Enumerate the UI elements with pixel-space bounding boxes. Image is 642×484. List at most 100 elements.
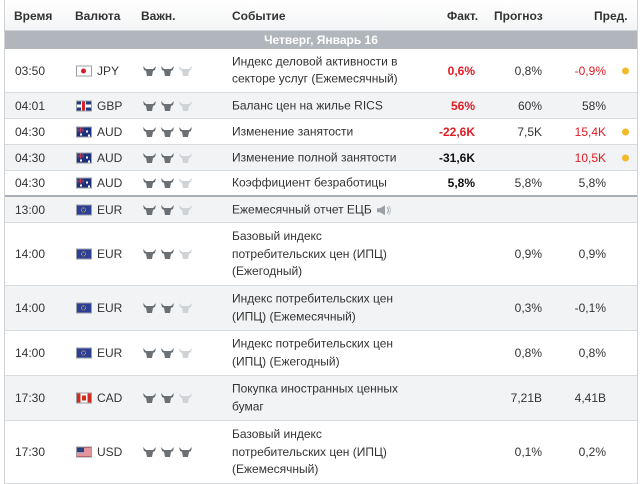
bull-icon	[161, 393, 174, 403]
col-event-header[interactable]: Событие	[232, 9, 286, 23]
bull-icon	[143, 393, 156, 403]
importance-rating	[142, 177, 193, 189]
bull-icon	[143, 65, 156, 76]
bull-icon	[179, 178, 192, 188]
event-title-text: Покупка иностранных ценных бумаг	[232, 381, 399, 414]
event-title-text: Базовый индекс потребительских цен (ИПЦ)…	[232, 426, 387, 476]
event-title[interactable]: Индекс деловой активности в секторе услу…	[232, 53, 412, 88]
flag-icon	[76, 65, 92, 76]
event-time: 14:00	[15, 247, 46, 261]
event-row[interactable]: 17:30 USD Базовый индекс потребительских ц…	[5, 421, 637, 484]
event-currency: EUR	[97, 247, 123, 261]
event-forecast: 7,5K	[517, 124, 542, 139]
event-row[interactable]: 13:00 EUR Ежемесячный отчет ЕЦБ	[5, 197, 637, 223]
bull-icon	[143, 126, 156, 137]
bull-icon	[143, 152, 156, 163]
bull-icon	[161, 65, 174, 76]
event-actual: -31,6K	[438, 150, 475, 165]
importance-rating	[142, 392, 193, 404]
col-time-header[interactable]: Время	[14, 9, 53, 23]
event-row[interactable]: 04:01 GBP Баланс цен на жилье RICS 56% 60% 58…	[5, 93, 637, 119]
economic-calendar-table: Время Валюта Важн. Событие Факт. Прогноз…	[4, 0, 638, 484]
event-forecast: 0,1%	[514, 445, 542, 459]
event-row[interactable]: 04:30 AUD Коэффициент безработицы 5,8% 5,8% 5…	[5, 171, 637, 197]
event-time: 04:30	[15, 150, 46, 165]
bull-icon	[161, 126, 174, 137]
event-time: 03:50	[15, 63, 46, 78]
flag-icon	[76, 100, 92, 111]
event-title[interactable]: Коэффициент безработицы	[232, 174, 412, 192]
event-row[interactable]: 14:00 EUR Индекс потребительских цен (ИПЦ)…	[5, 286, 637, 331]
event-previous: -0,1%	[574, 301, 606, 315]
event-title-text: Индекс потребительских цен (ИПЦ) (Ежемес…	[232, 291, 394, 324]
speaker-icon	[376, 204, 391, 215]
bull-icon	[143, 100, 156, 111]
event-title[interactable]: Баланс цен на жилье RICS	[232, 97, 412, 115]
event-title-text: Изменение полной занятости	[232, 149, 397, 164]
event-time: 13:00	[15, 202, 46, 217]
event-time: 04:01	[15, 98, 46, 113]
event-title-text: Коэффициент безработицы	[232, 175, 387, 190]
col-importance-header[interactable]: Важн.	[141, 9, 176, 23]
col-previous-header[interactable]: Пред.	[594, 9, 628, 23]
event-currency: CAD	[97, 391, 123, 405]
event-title[interactable]: Изменение полной занятости	[232, 149, 412, 167]
col-currency-header[interactable]: Валюта	[75, 9, 121, 23]
bull-icon	[179, 303, 192, 313]
event-time: 17:30	[15, 445, 46, 459]
event-title[interactable]: Ежемесячный отчет ЕЦБ	[232, 201, 412, 219]
importance-rating	[142, 248, 193, 260]
bull-icon	[161, 152, 174, 163]
event-actual: 5,8%	[447, 176, 475, 190]
event-row[interactable]: 14:00 EUR Базовый индекс потребительских ц…	[5, 223, 637, 286]
bull-icon	[179, 447, 192, 457]
bull-icon	[161, 178, 174, 188]
event-previous: 15,4K	[574, 124, 606, 139]
event-row[interactable]: 14:00 EUR Индекс потребительских цен (ИПЦ)…	[5, 331, 637, 376]
event-time: 17:30	[15, 391, 46, 405]
event-forecast: 0,8%	[514, 63, 542, 78]
event-title[interactable]: Базовый индекс потребительских цен (ИПЦ)…	[232, 426, 412, 479]
event-currency: GBP	[97, 98, 123, 113]
alert-dot-icon	[622, 128, 629, 135]
event-title[interactable]: Индекс потребительских цен (ИПЦ) (Ежемес…	[232, 291, 412, 326]
bull-icon	[143, 447, 156, 457]
event-actual: 56%	[450, 98, 475, 113]
bull-icon	[179, 348, 192, 358]
event-row[interactable]: 04:30 AUD Изменение полной занятости -31,6K…	[5, 145, 637, 171]
event-forecast: 5,8%	[514, 176, 542, 190]
event-previous: -0,9%	[574, 63, 606, 78]
event-title[interactable]: Индекс потребительских цен (ИПЦ) (Ежегод…	[232, 336, 412, 371]
col-forecast-header[interactable]: Прогноз	[494, 9, 543, 23]
bull-icon	[161, 303, 174, 313]
event-title[interactable]: Изменение занятости	[232, 123, 412, 141]
bull-icon	[143, 303, 156, 313]
flag-icon	[76, 446, 92, 458]
event-forecast: 0,8%	[514, 346, 542, 360]
flag-icon	[76, 152, 92, 163]
event-title[interactable]: Покупка иностранных ценных бумаг	[232, 381, 412, 416]
flag-icon	[76, 177, 92, 189]
alert-dot-icon	[622, 154, 629, 161]
event-previous: 0,8%	[578, 346, 606, 360]
bull-icon	[143, 348, 156, 358]
bull-icon	[179, 204, 192, 215]
flag-icon	[76, 392, 92, 404]
event-title-text: Изменение занятости	[232, 123, 354, 138]
event-row[interactable]: 17:30 CAD Покупка иностранных ценных бумаг…	[5, 376, 637, 421]
bull-icon	[179, 100, 192, 111]
event-title-text: Индекс потребительских цен (ИПЦ) (Ежегод…	[232, 336, 394, 369]
bull-icon	[143, 178, 156, 188]
event-time: 14:00	[15, 346, 46, 360]
importance-rating	[142, 347, 193, 359]
event-title-text: Ежемесячный отчет ЕЦБ	[232, 201, 372, 216]
event-row[interactable]: 03:50 JPY Индекс деловой активности в сект…	[5, 49, 637, 93]
bull-icon	[161, 100, 174, 111]
event-actual: 0,6%	[447, 63, 475, 78]
event-time: 14:00	[15, 301, 46, 315]
event-title[interactable]: Базовый индекс потребительских цен (ИПЦ)…	[232, 228, 412, 281]
event-row[interactable]: 04:30 AUD Изменение занятости -22,6K 7,5K 15,…	[5, 119, 637, 145]
event-previous: 10,5K	[574, 150, 606, 165]
col-actual-header[interactable]: Факт.	[447, 9, 479, 23]
importance-rating	[142, 446, 193, 458]
